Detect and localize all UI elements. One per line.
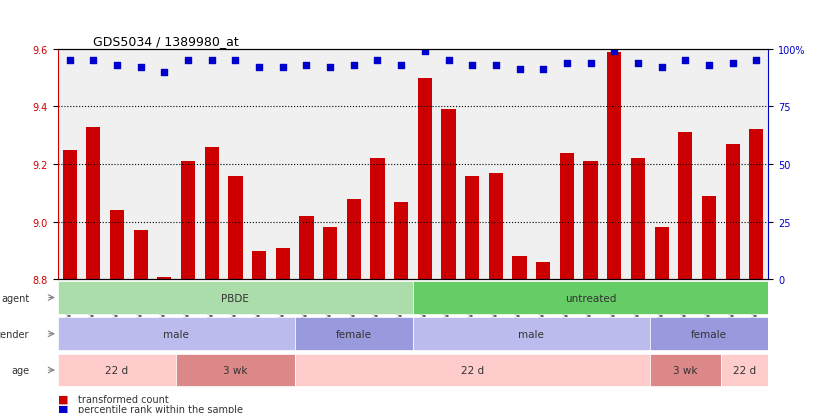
Text: 22 d: 22 d [106, 365, 129, 375]
Point [134, 65, 147, 71]
Text: ■: ■ [58, 394, 69, 404]
Text: agent: agent [1, 293, 30, 303]
Point [655, 65, 668, 71]
Bar [299, 216, 314, 280]
Bar [441, 110, 456, 280]
Text: PBDE: PBDE [221, 293, 249, 303]
FancyBboxPatch shape [650, 318, 768, 350]
Text: 3 wk: 3 wk [673, 365, 697, 375]
Point [584, 60, 597, 66]
FancyBboxPatch shape [413, 282, 768, 314]
FancyBboxPatch shape [650, 354, 721, 387]
Point [371, 58, 384, 64]
FancyBboxPatch shape [295, 318, 413, 350]
Bar [607, 52, 621, 280]
Point [158, 69, 171, 76]
Text: 22 d: 22 d [733, 365, 756, 375]
Bar [347, 199, 361, 280]
Text: 22 d: 22 d [461, 365, 484, 375]
Point [395, 62, 408, 69]
Point [182, 58, 195, 64]
Point [537, 67, 550, 74]
FancyBboxPatch shape [295, 354, 650, 387]
Text: gender: gender [0, 329, 30, 339]
Bar [725, 145, 740, 280]
Bar [134, 231, 148, 280]
Point [608, 49, 621, 55]
Bar [560, 153, 574, 280]
Point [418, 49, 431, 55]
Bar [205, 147, 219, 280]
Bar [86, 127, 101, 280]
Point [111, 62, 124, 69]
Text: age: age [12, 365, 30, 375]
FancyBboxPatch shape [58, 354, 176, 387]
Point [679, 58, 692, 64]
Bar [702, 196, 716, 280]
Bar [252, 251, 266, 280]
FancyBboxPatch shape [58, 318, 295, 350]
Point [87, 58, 100, 64]
FancyBboxPatch shape [58, 282, 413, 314]
Point [466, 62, 479, 69]
FancyBboxPatch shape [721, 354, 768, 387]
Bar [631, 159, 645, 280]
Point [702, 62, 715, 69]
Bar [157, 277, 172, 280]
Point [229, 58, 242, 64]
Text: female: female [336, 329, 372, 339]
Point [324, 65, 337, 71]
Point [442, 58, 455, 64]
Bar [512, 257, 527, 280]
Text: female: female [691, 329, 727, 339]
Text: 3 wk: 3 wk [223, 365, 248, 375]
Bar [110, 211, 124, 280]
Bar [323, 228, 337, 280]
Bar [678, 133, 692, 280]
Bar [394, 202, 408, 280]
Bar [276, 248, 290, 280]
Point [489, 62, 502, 69]
Text: untreated: untreated [565, 293, 616, 303]
Text: GDS5034 / 1389980_at: GDS5034 / 1389980_at [93, 36, 239, 48]
Text: male: male [519, 329, 544, 339]
Point [253, 65, 266, 71]
FancyBboxPatch shape [413, 318, 650, 350]
Text: percentile rank within the sample: percentile rank within the sample [78, 404, 244, 413]
Bar [370, 159, 385, 280]
Point [347, 62, 360, 69]
Bar [654, 228, 669, 280]
Point [513, 67, 526, 74]
Bar [418, 78, 432, 280]
Bar [489, 173, 503, 280]
Text: male: male [164, 329, 189, 339]
Point [276, 65, 289, 71]
Text: transformed count: transformed count [78, 394, 169, 404]
FancyBboxPatch shape [176, 354, 295, 387]
Point [726, 60, 739, 66]
Bar [583, 162, 598, 280]
Bar [63, 150, 77, 280]
Point [750, 58, 763, 64]
Bar [181, 162, 195, 280]
Point [300, 62, 313, 69]
Bar [536, 262, 550, 280]
Bar [465, 176, 479, 280]
Point [63, 58, 76, 64]
Text: ■: ■ [58, 404, 69, 413]
Bar [228, 176, 243, 280]
Point [631, 60, 644, 66]
Point [560, 60, 573, 66]
Bar [749, 130, 763, 280]
Point [205, 58, 218, 64]
